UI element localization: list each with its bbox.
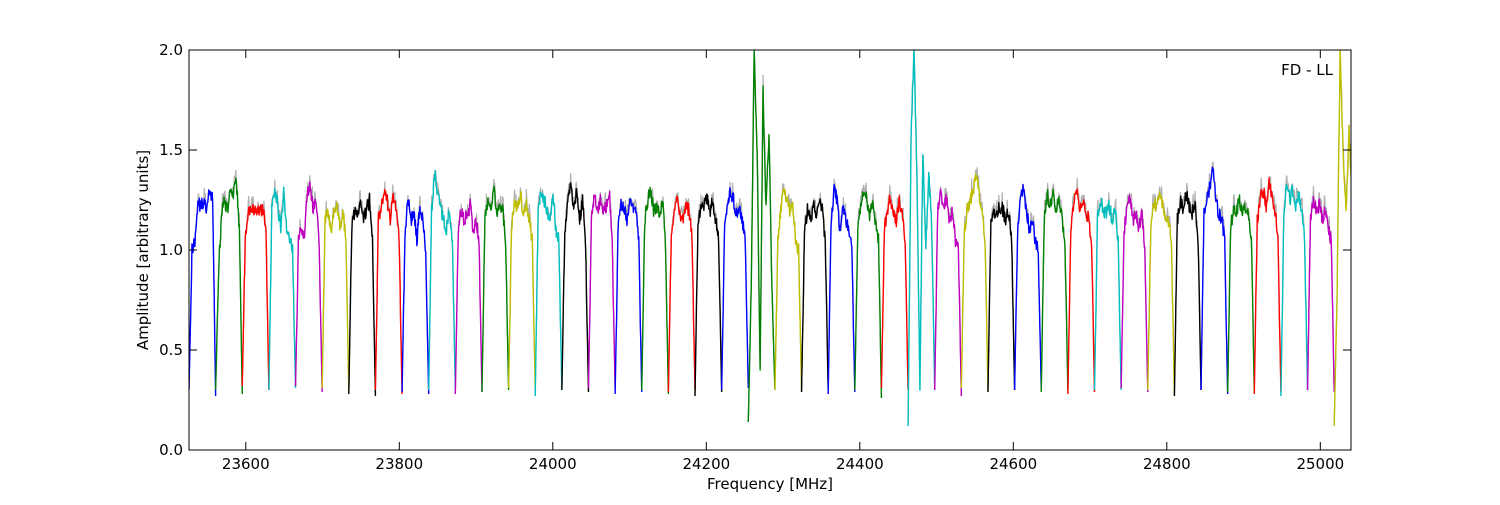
series-segment-line: [720, 187, 749, 391]
series-segment-line: [241, 203, 270, 391]
series-segment-line: [1467, 174, 1494, 390]
series-segment-line: [561, 182, 590, 393]
plot-area: [189, 50, 1351, 450]
series-segment-line: [1253, 177, 1282, 395]
series-segment-line: [1200, 166, 1229, 395]
background-trace: [1387, 191, 1414, 390]
series-segment-line: [587, 190, 616, 391]
y-axis-label: Amplitude [arbitrary units]: [134, 150, 152, 350]
series-segment-line: [774, 188, 803, 391]
series-segment-line: [667, 195, 696, 393]
series-segment-line: [641, 186, 670, 395]
series-segment-line: [321, 201, 350, 391]
series-segment-line: [1147, 191, 1176, 397]
series-lines: [189, 50, 1500, 427]
x-tick-label: 24800: [1143, 455, 1191, 473]
series-segment-line: [987, 201, 1016, 393]
series-segment-line: [827, 183, 856, 395]
series-segment-line: [1040, 188, 1069, 393]
series-segment-line: [401, 199, 430, 395]
background-trace: [1467, 167, 1494, 390]
series-segment-line: [1226, 194, 1255, 393]
background-trace: [1494, 182, 1500, 392]
x-tick-label: 24600: [989, 455, 1037, 473]
series-segment-line: [747, 50, 776, 423]
series-segment-line: [1494, 188, 1500, 392]
series-segment-line: [1173, 190, 1202, 397]
y-tick-label: 1.5: [159, 141, 183, 159]
x-tick-label: 24400: [836, 455, 884, 473]
series-segment-line: [348, 192, 377, 397]
x-tick-label: 23600: [222, 455, 270, 473]
background-trace: [1414, 183, 1441, 392]
x-ticks: 23600 23800 24000 24200 24400 24600 24800 25000: [222, 50, 1344, 473]
x-tick-label: 25000: [1296, 455, 1344, 473]
series-segment-line: [694, 193, 723, 397]
series-segment-line: [880, 194, 909, 391]
background-trace: [1441, 173, 1468, 394]
series-segment-line: [189, 189, 217, 397]
series-segment-line: [960, 173, 989, 391]
series-segment-line: [1414, 195, 1441, 392]
series-segment-line: [534, 191, 563, 397]
x-tick-label: 23800: [375, 455, 423, 473]
y-ticks: 0.0 0.5 1.0 1.5 2.0: [159, 41, 1351, 459]
series-segment-line: [1361, 186, 1388, 392]
background-trace: [1361, 178, 1388, 392]
series-segment-line: [1013, 183, 1042, 391]
x-tick-label: 24200: [682, 455, 730, 473]
series-segment-line: [1067, 188, 1096, 395]
series-segment-line: [1280, 184, 1309, 397]
series-segment-line: [214, 177, 243, 395]
chart-annotation: FD - LL: [1281, 61, 1333, 79]
y-tick-label: 2.0: [159, 41, 183, 59]
series-segment-line: [1441, 176, 1468, 394]
x-axis-label: Frequency [MHz]: [707, 475, 833, 493]
series-segment-line: [1333, 50, 1351, 427]
y-tick-label: 0.0: [159, 441, 183, 459]
x-tick-label: 24000: [529, 455, 577, 473]
series-segment-line: [800, 198, 829, 393]
series-segment-line: [907, 50, 936, 427]
series-segment-line: [374, 188, 403, 395]
series-segment-line: [1306, 195, 1335, 393]
series-segment-line: [854, 191, 883, 399]
series-segment-line: [1387, 197, 1414, 390]
background-trace: [667, 191, 696, 393]
y-tick-label: 0.5: [159, 341, 183, 359]
series-segment-line: [614, 197, 643, 395]
y-tick-label: 1.0: [159, 241, 183, 259]
plot-frame: [188, 49, 1352, 451]
series-segment-line: [454, 198, 483, 395]
series-segment-line: [427, 170, 457, 391]
series-segment-line: [934, 188, 963, 397]
series-segment-line: [507, 190, 536, 391]
background-trace: [694, 192, 723, 397]
series-segment-line: [268, 186, 297, 391]
series-segment-line: [1120, 194, 1149, 393]
series-segment-line: [294, 181, 323, 393]
series-segment-line: [481, 185, 510, 393]
series-segment-line: [1093, 197, 1122, 391]
